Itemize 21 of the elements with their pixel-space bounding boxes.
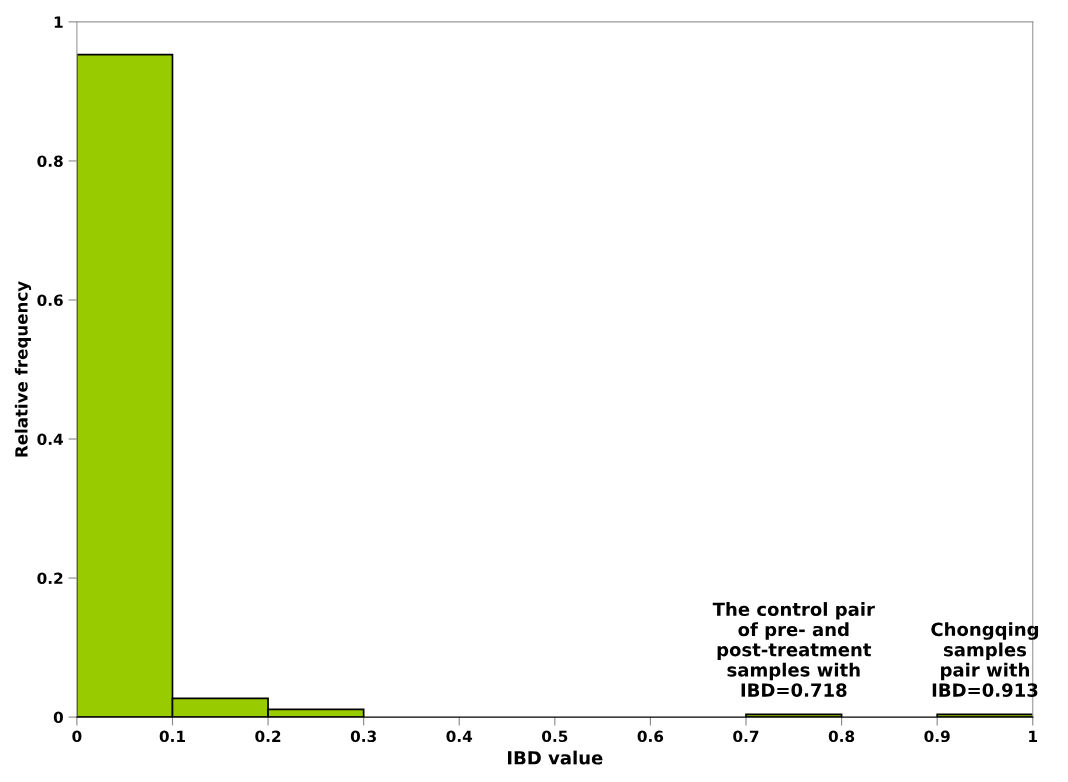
y-tick-label: 0 (53, 711, 63, 724)
x-tick-label: 0 (72, 730, 82, 743)
y-axis-title: Relative frequency (14, 281, 32, 457)
annotation: The control pair of pre- and post-treatment samples with IBD=0.718 (712, 602, 875, 697)
x-tick-label: 0.4 (446, 730, 473, 743)
x-tick-label: 0.8 (828, 730, 855, 743)
x-tick-label: 0.9 (924, 730, 950, 743)
x-tick-label: 0.6 (637, 730, 664, 743)
x-tick-label: 0.2 (255, 730, 281, 743)
x-tick-label: 1 (1029, 730, 1038, 742)
x-tick-label: 0.5 (542, 730, 568, 743)
y-tick-label: 0.8 (37, 155, 63, 167)
y-tick-label: 0.4 (37, 433, 63, 446)
y-tick-label: 0.6 (37, 294, 63, 306)
x-tick-label: 0.3 (350, 730, 376, 743)
x-axis-title: IBD value (507, 750, 603, 765)
y-tick-label: 1 (54, 16, 63, 28)
x-tick-label: 0.7 (733, 730, 759, 743)
y-tick-label: 0.2 (37, 572, 63, 585)
x-tick-label: 0.1 (159, 730, 185, 743)
annotation: Chongqing samples pair with IBD=0.913 (931, 622, 1039, 697)
